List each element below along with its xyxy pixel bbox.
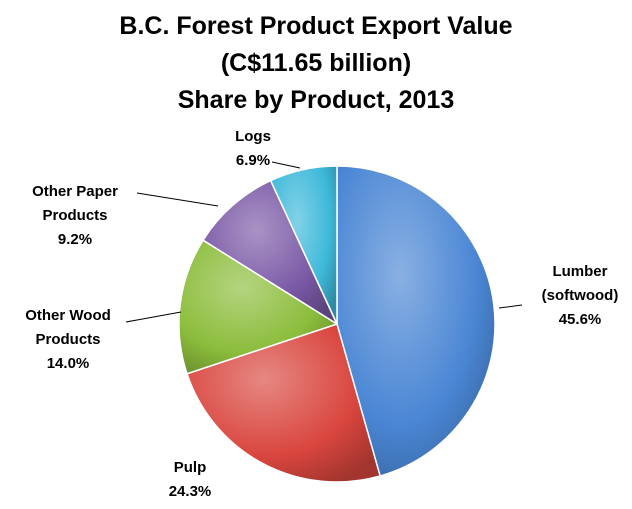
- slice-label-logs: Logs 6.9%: [235, 128, 271, 169]
- slice-label-other-paper-products: Other Paper Products 9.2%: [32, 183, 118, 248]
- pie-slice-logs: [269, 165, 338, 325]
- leader-line-other-paper-products: [136, 192, 219, 207]
- chart-title-line-2: (C$11.65 billion): [221, 49, 411, 77]
- leader-line-other-wood-products: [125, 311, 182, 323]
- chart-title: B.C. Forest Product Export Value (C$11.6…: [119, 12, 512, 114]
- leader-line-lumber-softwood: [498, 304, 523, 309]
- chart-title-line-1: B.C. Forest Product Export Value: [119, 12, 512, 40]
- pie-slice-other-paper-products: [202, 179, 338, 325]
- slice-labels: Lumber (softwood) 45.6% Pulp 24.3% Other Wood…: [25, 128, 618, 500]
- slice-label-pulp: Pulp 24.3%: [169, 459, 212, 500]
- pie-slice-lumber-softwood: [336, 165, 496, 477]
- pie-slice-other-wood-products: [178, 239, 338, 375]
- slice-label-other-wood-products: Other Wood Products 14.0%: [25, 307, 111, 372]
- chart-title-line-3: Share by Product, 2013: [178, 86, 455, 114]
- slice-label-lumber-softwood: Lumber (softwood) 45.6%: [542, 263, 619, 328]
- pie-slices: [178, 165, 496, 483]
- pie-slice-pulp: [186, 323, 381, 483]
- leader-line-logs: [271, 161, 301, 169]
